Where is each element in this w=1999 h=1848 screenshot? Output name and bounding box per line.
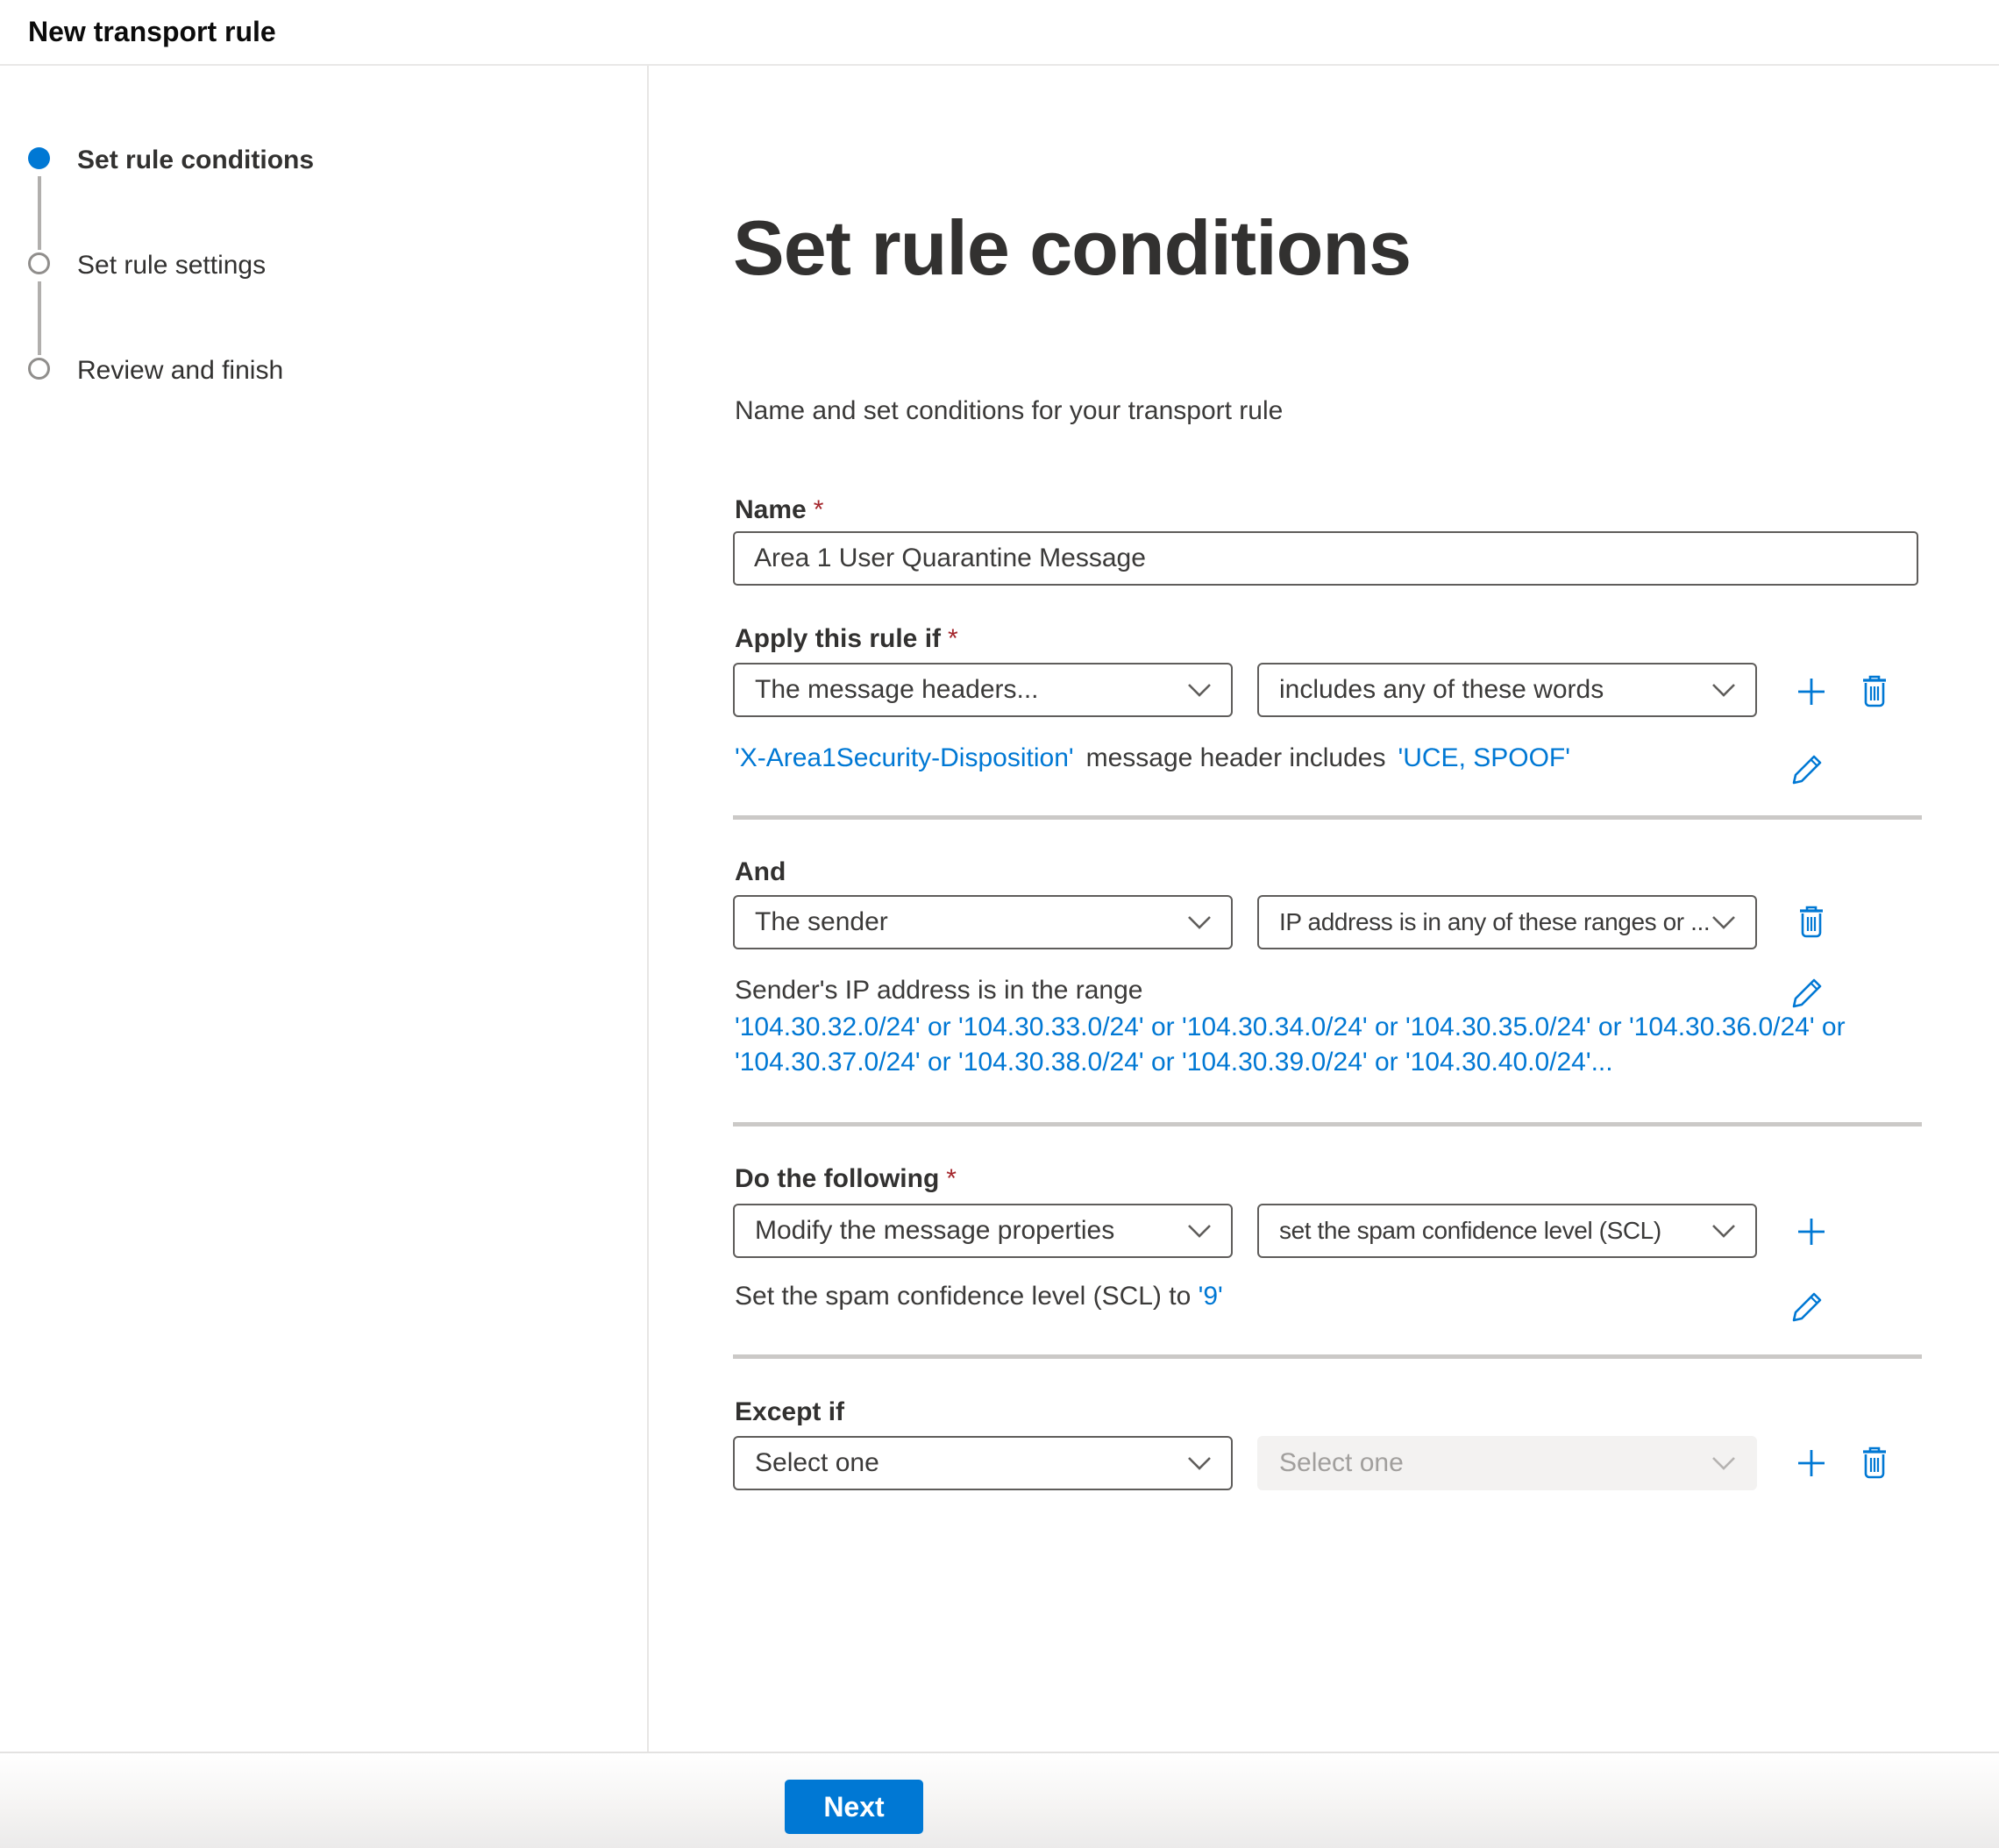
apply-rule-if-required-asterisk: * — [948, 624, 958, 653]
header-words-link[interactable]: 'UCE, SPOOF' — [1398, 743, 1570, 772]
rule-if-condition-dropdown[interactable]: The message headers... — [733, 663, 1233, 717]
except-if-operator-value: Select one — [1279, 1448, 1404, 1477]
chevron-down-icon — [1712, 684, 1735, 697]
and-operator-value: IP address is in any of these ranges or … — [1279, 908, 1711, 935]
except-if-label: Except if — [735, 1397, 845, 1426]
rule-name-input[interactable] — [733, 531, 1918, 586]
do-following-label-text: Do the following — [735, 1164, 940, 1193]
pencil-icon — [1792, 755, 1822, 785]
scl-value-link[interactable]: '9' — [1198, 1282, 1223, 1311]
and-label: And — [735, 857, 786, 886]
rule-if-edit-condition-button[interactable] — [1789, 750, 1827, 788]
rule-if-operator-value: includes any of these words — [1279, 675, 1604, 704]
stepper-item-set-rule-conditions[interactable]: Set rule conditions — [77, 146, 315, 174]
section-divider — [733, 1354, 1922, 1359]
and-summary: Sender's IP address is in the range '104… — [735, 973, 1846, 1080]
page-title: Set rule conditions — [733, 204, 1412, 291]
rule-if-delete-condition-button[interactable] — [1855, 672, 1894, 711]
chevron-down-icon — [1188, 916, 1211, 929]
message-header-name-link[interactable]: 'X-Area1Security-Disposition' — [735, 743, 1074, 772]
name-label: Name * — [735, 495, 823, 525]
title-bar: New transport rule — [0, 0, 1999, 66]
except-if-condition-dropdown[interactable]: Select one — [733, 1436, 1233, 1490]
and-operator-dropdown[interactable]: IP address is in any of these ranges or … — [1257, 895, 1757, 949]
pencil-icon — [1792, 1292, 1822, 1322]
name-required-asterisk: * — [813, 495, 824, 524]
wizard-footer: Next — [0, 1752, 1999, 1848]
rule-if-summary-text: message header includes — [1085, 743, 1386, 772]
do-following-detail-dropdown[interactable]: set the spam confidence level (SCL) — [1257, 1204, 1757, 1258]
except-if-operator-dropdown-disabled: Select one — [1257, 1436, 1757, 1490]
stepper-connector — [38, 281, 41, 355]
apply-rule-if-label-text: Apply this rule if — [735, 624, 942, 653]
and-condition-value: The sender — [755, 907, 888, 936]
apply-rule-if-label: Apply this rule if * — [735, 624, 958, 654]
plus-icon — [1798, 1219, 1825, 1245]
plus-icon — [1798, 1450, 1825, 1476]
chevron-down-icon — [1712, 1457, 1735, 1470]
rule-if-condition-value: The message headers... — [755, 675, 1039, 704]
rule-if-operator-dropdown[interactable]: includes any of these words — [1257, 663, 1757, 717]
do-following-detail-value: set the spam confidence level (SCL) — [1279, 1217, 1661, 1244]
name-label-text: Name — [735, 495, 807, 524]
sender-ip-ranges-link-line2[interactable]: '104.30.37.0/24' or '104.30.38.0/24' or … — [735, 1048, 1613, 1077]
trash-icon — [1863, 1446, 1886, 1479]
stepper-item-set-rule-settings[interactable]: Set rule settings — [77, 251, 267, 280]
and-summary-text: Sender's IP address is in the range — [735, 976, 1143, 1005]
chevron-down-icon — [1188, 684, 1211, 697]
step2-pending-circle-icon — [28, 252, 50, 274]
and-condition-dropdown[interactable]: The sender — [733, 895, 1233, 949]
stepper-item-review-and-finish[interactable]: Review and finish — [77, 356, 284, 385]
do-following-summary: Set the spam confidence level (SCL) to '… — [735, 1282, 1223, 1311]
sender-ip-ranges-link-line1[interactable]: '104.30.32.0/24' or '104.30.33.0/24' or … — [735, 1013, 1846, 1041]
section-divider — [733, 1122, 1922, 1127]
step3-pending-circle-icon — [28, 358, 50, 380]
page-subtitle: Name and set conditions for your transpo… — [735, 396, 1284, 425]
and-delete-condition-button[interactable] — [1792, 903, 1831, 942]
trash-icon — [1863, 675, 1886, 707]
stepper-connector — [38, 176, 41, 250]
window-title: New transport rule — [28, 16, 276, 47]
rule-if-add-condition-button[interactable] — [1792, 672, 1831, 711]
rule-if-summary: 'X-Area1Security-Disposition' message hea… — [735, 743, 1570, 773]
do-following-label: Do the following * — [735, 1164, 957, 1194]
chevron-down-icon — [1188, 1225, 1211, 1238]
next-button[interactable]: Next — [785, 1780, 923, 1834]
except-if-condition-value: Select one — [755, 1448, 879, 1477]
step1-active-circle-icon — [28, 147, 50, 169]
do-following-edit-action-button[interactable] — [1789, 1287, 1827, 1326]
do-following-add-action-button[interactable] — [1792, 1212, 1831, 1251]
do-following-required-asterisk: * — [946, 1164, 957, 1193]
do-following-action-value: Modify the message properties — [755, 1216, 1115, 1245]
wizard-stepper: Set rule conditions Set rule settings Re… — [0, 66, 649, 1752]
chevron-down-icon — [1712, 916, 1735, 929]
chevron-down-icon — [1712, 1225, 1735, 1238]
pencil-icon — [1792, 978, 1822, 1008]
trash-icon — [1800, 906, 1823, 938]
do-following-action-dropdown[interactable]: Modify the message properties — [733, 1204, 1233, 1258]
section-divider — [733, 815, 1922, 820]
scl-summary-text: Set the spam confidence level (SCL) to — [735, 1282, 1192, 1311]
plus-icon — [1798, 679, 1825, 705]
and-edit-condition-button[interactable] — [1789, 973, 1827, 1012]
except-if-delete-exception-button[interactable] — [1855, 1444, 1894, 1482]
chevron-down-icon — [1188, 1457, 1211, 1470]
except-if-add-exception-button[interactable] — [1792, 1444, 1831, 1482]
